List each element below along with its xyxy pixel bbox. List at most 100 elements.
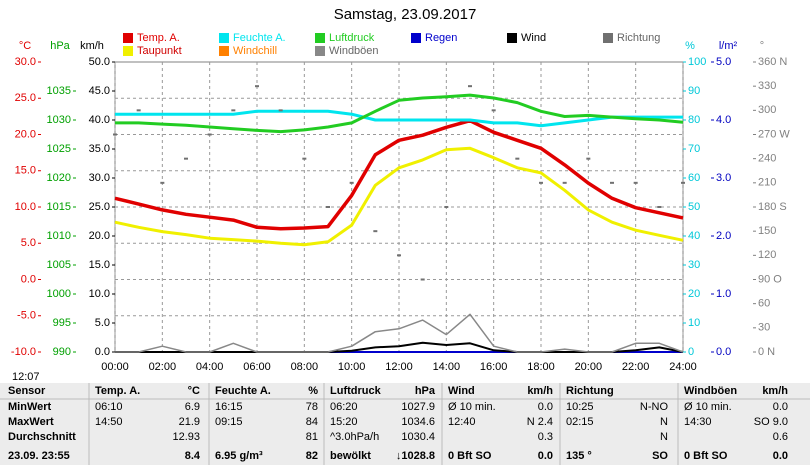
table-row-label: Durchschnitt — [8, 431, 76, 443]
table-cell: 1034.6 — [401, 416, 435, 428]
x-tick-label: 16:00 — [480, 361, 508, 373]
table-cell: 78 — [306, 401, 318, 413]
y-tick-label: 1035 — [47, 85, 71, 97]
y-tick-label: 210 — [758, 177, 776, 189]
table-cell: N-NO — [640, 401, 669, 413]
legend-label: Feuchte A. — [233, 32, 286, 44]
direction-dot — [397, 254, 401, 257]
table-cell: 0.0 — [538, 450, 553, 462]
table-cell: 09:15 — [215, 416, 243, 428]
direction-dot — [349, 181, 354, 184]
table-cell: km/h — [762, 385, 788, 397]
y-tick-label: 20 — [688, 288, 700, 300]
direction-dot — [113, 133, 117, 136]
series-line — [114, 146, 684, 247]
y-tick-label: -5.0 — [17, 310, 36, 322]
direction-dot — [255, 85, 259, 88]
legend-label: Wind — [521, 32, 546, 44]
axis-label: ° — [760, 40, 764, 52]
axis-label: l/m² — [719, 40, 738, 52]
y-tick-label: 330 — [758, 80, 776, 92]
y-tick-label: 50 — [688, 201, 700, 213]
y-tick-label: 60 — [758, 298, 770, 310]
direction-dot — [207, 133, 212, 136]
direction-dot — [136, 109, 141, 112]
table-cell: SO — [652, 450, 668, 462]
y-tick-label: 25.0 — [89, 201, 110, 213]
table-background — [0, 383, 810, 465]
series-line — [115, 93, 684, 134]
chart-title: Samstag, 23.09.2017 — [334, 6, 477, 23]
y-tick-label: 3.0 — [716, 172, 731, 184]
legend-swatch — [315, 46, 325, 56]
y-tick-label: 70 — [688, 143, 700, 155]
direction-dot — [515, 157, 520, 160]
table-cell: ^3.0hPa/h — [330, 431, 379, 443]
y-tick-label: 0 N — [758, 346, 775, 358]
table-cell: 0.0 — [538, 401, 553, 413]
y-tick-label: 15.0 — [89, 259, 110, 271]
table-cell: Luftdruck — [330, 385, 382, 397]
x-tick-label: 10:00 — [338, 361, 366, 373]
y-tick-label: 990 — [53, 346, 71, 358]
legend-swatch — [411, 33, 421, 43]
table-cell: 06:10 — [95, 401, 123, 413]
table-cell: 16:15 — [215, 401, 243, 413]
x-tick-label: 00:00 — [101, 361, 129, 373]
y-tick-label: 45.0 — [89, 85, 110, 97]
table-cell: 12.93 — [172, 431, 200, 443]
legend-label: Temp. A. — [137, 32, 180, 44]
table-row-label: MinWert — [8, 401, 52, 413]
y-tick-label: 1030 — [47, 114, 71, 126]
y-tick-label: 100 — [688, 56, 706, 68]
direction-dot — [373, 230, 378, 233]
table-cell: Temp. A. — [95, 385, 140, 397]
x-tick-label: 22:00 — [622, 361, 650, 373]
direction-dot — [326, 206, 330, 208]
time-label: 12:07 — [12, 371, 40, 383]
table-row-label: MaxWert — [8, 416, 54, 428]
legend-label: Luftdruck — [329, 32, 375, 44]
y-tick-label: 1005 — [47, 259, 71, 271]
y-tick-label: 30.0 — [15, 56, 36, 68]
table-cell: N 2.4 — [527, 416, 553, 428]
series-line — [114, 118, 684, 231]
table-row-label: 23.09. 23:55 — [8, 450, 70, 462]
table-cell: Feuchte A. — [215, 385, 271, 397]
direction-dot — [491, 109, 496, 112]
direction-dot — [160, 181, 165, 184]
direction-dot — [278, 109, 283, 112]
table-cell: 10:25 — [566, 401, 594, 413]
legend-swatch — [315, 33, 325, 43]
y-tick-label: 0.0 — [716, 346, 731, 358]
axis-label: km/h — [80, 40, 104, 52]
x-tick-label: 04:00 — [196, 361, 224, 373]
y-tick-label: 1025 — [47, 143, 71, 155]
y-tick-label: 60 — [688, 172, 700, 184]
table-cell: N — [660, 431, 668, 443]
x-tick-label: 08:00 — [291, 361, 319, 373]
series-line — [115, 109, 683, 128]
legend-label: Regen — [425, 32, 457, 44]
y-tick-label: 15.0 — [15, 165, 36, 177]
table-cell: 0.6 — [773, 431, 788, 443]
y-tick-label: 360 N — [758, 56, 787, 68]
y-tick-label: 25.0 — [15, 92, 36, 104]
direction-dot — [657, 206, 662, 208]
y-tick-label: 1000 — [47, 288, 71, 300]
table-cell: % — [308, 385, 318, 397]
y-tick-label: 35.0 — [89, 143, 110, 155]
table-cell: 12:40 — [448, 416, 476, 428]
table-cell: 14:50 — [95, 416, 123, 428]
legend-swatch — [219, 46, 229, 56]
table-cell: Windböen — [684, 385, 737, 397]
table-cell: SO 9.0 — [754, 416, 788, 428]
legend-label: Richtung — [617, 32, 660, 44]
axis-label: °C — [19, 40, 31, 52]
table-cell: 15:20 — [330, 416, 358, 428]
y-tick-label: 90 — [688, 85, 700, 97]
direction-dot — [184, 157, 188, 160]
table-cell: Ø 10 min. — [684, 401, 732, 413]
table-cell: 1027.9 — [401, 401, 435, 413]
y-tick-label: 10 — [688, 317, 700, 329]
